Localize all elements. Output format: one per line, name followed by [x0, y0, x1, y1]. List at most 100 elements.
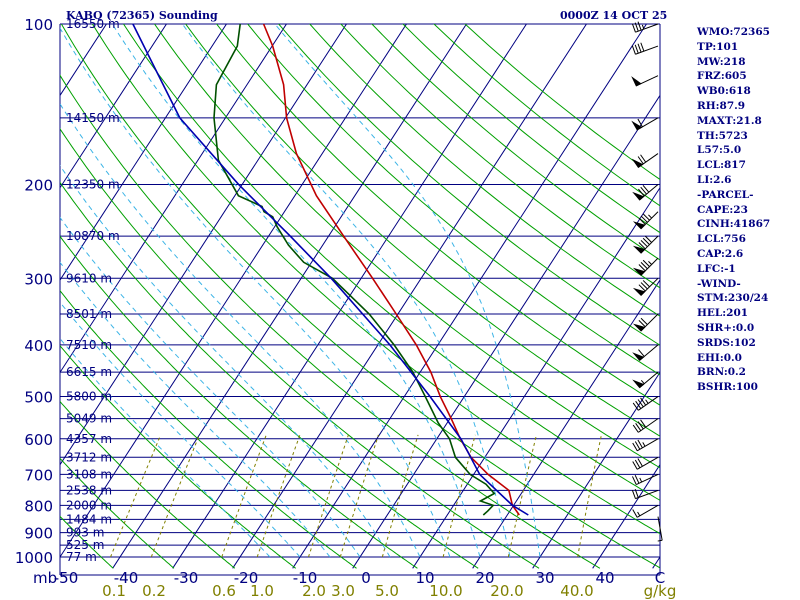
barb-half-flag	[640, 379, 645, 385]
barb-flag	[638, 349, 645, 357]
temp-label-30: 30	[535, 569, 554, 587]
index-item: LI:2.6	[697, 173, 732, 186]
barb-flag	[631, 476, 637, 485]
barb-flag	[637, 21, 642, 31]
mixing-ratio-label-10.0: 10.0	[429, 582, 462, 600]
wind-barb-550	[632, 418, 659, 433]
isotherm--30	[172, 24, 528, 569]
wind-barb-350	[632, 313, 659, 332]
height-label: 5049 m	[66, 412, 112, 426]
pressure-label-1000: 1000	[15, 549, 53, 567]
height-label: 10870 m	[66, 229, 120, 243]
barb-flag	[634, 44, 639, 54]
isotherm-20	[472, 279, 660, 569]
wind-barb-750	[631, 488, 659, 500]
temp-label--30: -30	[174, 569, 199, 587]
mixing-ratio-line-0.6	[221, 434, 267, 558]
barb-half-flag	[657, 539, 663, 542]
isotherm--70	[60, 24, 288, 374]
mixing-ratio-line-10	[442, 434, 476, 558]
mixing-ratio-line-3	[339, 434, 379, 558]
index-item: TP:101	[697, 40, 739, 53]
index-panel: WMO:72365 TP:101 MW:218 FRZ:605 WB0:618 RH:87…	[697, 25, 770, 395]
barb-flag	[635, 422, 642, 431]
moist-adiabat-5	[60, 164, 391, 558]
mixing-ratio-line-40	[577, 434, 602, 558]
wind-barb-200	[632, 184, 659, 201]
mixing-ratio-line-2	[308, 434, 349, 558]
height-label: 12350 m	[66, 177, 120, 191]
barb-flag	[632, 461, 638, 470]
index-item: RH:87.9	[697, 99, 746, 112]
barb-shaft	[636, 438, 659, 452]
barb-half-flag	[642, 442, 646, 447]
barb-pennant	[632, 323, 646, 332]
index-item: FRZ:605	[697, 70, 747, 83]
index-item: STM:230/24	[697, 292, 769, 305]
isotherm--40	[112, 24, 468, 569]
mixing-ratio-label-0.1: 0.1	[102, 582, 126, 600]
height-label: 2000 m	[66, 498, 112, 512]
mixing-ratio-label-2.0: 2.0	[302, 582, 326, 600]
dry-adiabat-300	[60, 127, 540, 569]
height-label: 4357 m	[66, 432, 112, 446]
barb-flag	[640, 262, 648, 270]
wind-barb-150	[631, 117, 659, 131]
barb-flag	[635, 400, 642, 409]
isotherm--90	[60, 24, 168, 189]
wind-barb-450	[632, 371, 659, 389]
mixing-ratio-line-5	[381, 434, 419, 558]
height-label: 9610 m	[66, 271, 112, 285]
isotherm-40	[592, 463, 660, 569]
barb-flag	[637, 439, 643, 449]
temp-label--40: -40	[114, 569, 139, 587]
height-label: 1484 m	[66, 512, 112, 526]
index-item: SHR+:0.0	[697, 321, 755, 334]
barb-pennant	[632, 352, 645, 362]
temp-label-10: 10	[415, 569, 434, 587]
mixing-ratio-unit: g/kg	[644, 582, 677, 600]
barb-half-flag	[648, 214, 652, 219]
pressure-label-100: 100	[24, 16, 53, 34]
wind-barb-700	[631, 473, 659, 486]
pressure-label-400: 400	[24, 337, 53, 355]
barb-flag	[644, 235, 652, 243]
barb-flag	[637, 399, 644, 408]
barb-half-flag	[645, 399, 649, 404]
wind-barb-800	[632, 504, 659, 518]
pressure-label-700: 700	[24, 466, 53, 484]
pressure-label-900: 900	[24, 525, 53, 543]
temp-label--10: -10	[293, 569, 318, 587]
dry-adiabat-330	[91, 24, 660, 535]
barb-flag	[637, 118, 643, 128]
barb-flag	[632, 424, 639, 433]
mixing-ratio-label-0.2: 0.2	[142, 582, 166, 600]
dry-adiabat-240	[60, 457, 175, 569]
barb-flag	[634, 22, 639, 32]
isobar-grid	[59, 23, 661, 576]
dry-adiabat-340	[122, 24, 660, 501]
barb-flag	[632, 509, 638, 518]
temperature-trace	[262, 23, 520, 516]
temp-label-0: 0	[361, 569, 371, 587]
index-item: -PARCEL-	[697, 188, 754, 201]
index-item: BRN:0.2	[697, 366, 746, 379]
mixing-ratio-label-20.0: 20.0	[490, 582, 523, 600]
barb-shaft	[638, 418, 659, 433]
barb-pennant	[632, 267, 646, 276]
wind-barb-300	[632, 277, 659, 296]
pressure-label-800: 800	[24, 497, 53, 515]
moist-adiabat-25	[181, 24, 511, 558]
mixing-ratio-line-0.1	[110, 434, 162, 558]
temp-label--50: -50	[54, 569, 79, 587]
dry-adiabat-410	[340, 24, 660, 289]
barb-flag	[640, 186, 647, 195]
pressure-label-500: 500	[24, 389, 53, 407]
index-item: LCL:756	[697, 233, 746, 246]
index-item: CAPE:23	[697, 203, 748, 216]
index-item: WMO:72365	[697, 26, 770, 38]
barb-flag	[642, 184, 650, 193]
barb-flag	[632, 402, 639, 411]
temp-label-C: C	[655, 569, 665, 587]
barb-pennant	[632, 379, 645, 389]
